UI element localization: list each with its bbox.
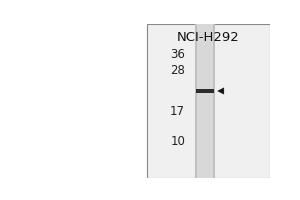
Text: 36: 36: [170, 48, 185, 61]
Polygon shape: [218, 88, 224, 94]
Bar: [213, 24, 215, 178]
Bar: [196, 89, 214, 93]
Text: 28: 28: [170, 64, 185, 77]
Text: 10: 10: [170, 135, 185, 148]
Bar: [195, 24, 197, 178]
Text: 17: 17: [170, 105, 185, 118]
Bar: [195, 24, 215, 178]
Text: NCI-H292: NCI-H292: [177, 31, 240, 44]
Bar: [147, 24, 270, 178]
